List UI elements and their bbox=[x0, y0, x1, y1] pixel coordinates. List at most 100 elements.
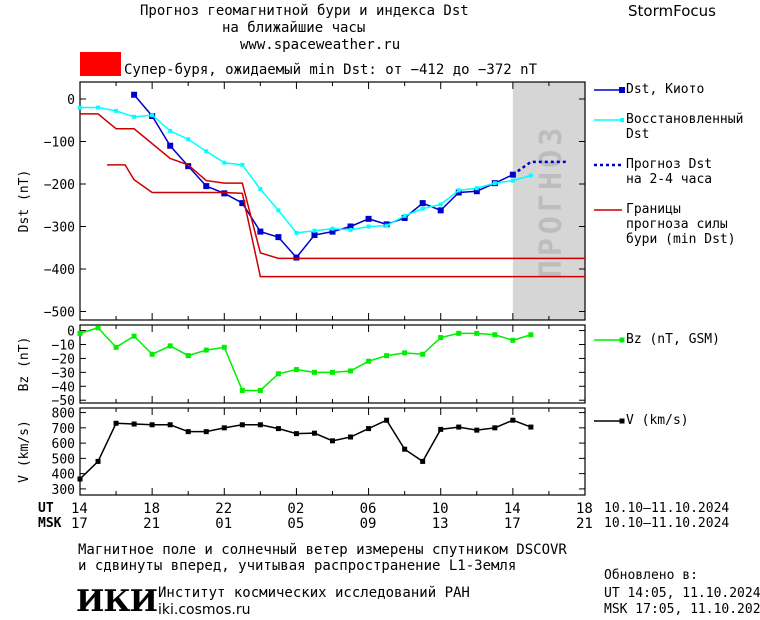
ut-tick-label: 14 bbox=[71, 501, 88, 517]
updated-ut: UT 14:05, 11.10.2024 bbox=[604, 586, 760, 601]
bz-point bbox=[221, 344, 227, 350]
brand-name: StormFocus bbox=[628, 2, 716, 20]
bz-point bbox=[275, 371, 281, 377]
bz-ytick-label: −10 bbox=[52, 339, 75, 354]
msk-date-range: 10.10–11.10.2024 bbox=[604, 516, 730, 531]
storm-banner: Супер-буря, ожидаемый min Dst: от −412 д… bbox=[124, 62, 538, 78]
msk-tick-label: 01 bbox=[215, 516, 233, 532]
v-point bbox=[402, 446, 408, 452]
bz-point bbox=[456, 330, 462, 336]
v-point bbox=[366, 426, 372, 432]
dst-point bbox=[78, 105, 82, 110]
v-point bbox=[95, 458, 101, 464]
legend-bz: Bz (nT, GSM) bbox=[626, 332, 720, 347]
legend-v: V (km/s) bbox=[626, 413, 689, 428]
v-point bbox=[221, 425, 227, 431]
dst-point bbox=[239, 200, 246, 207]
dst-point bbox=[203, 183, 210, 190]
bz-point bbox=[257, 387, 263, 393]
bz-point bbox=[438, 335, 444, 341]
dst-point bbox=[186, 137, 191, 142]
v-ytick-label: 500 bbox=[52, 452, 75, 467]
v-point bbox=[293, 431, 299, 437]
title-line-1: Прогноз геомагнитной бури и индекса Dst bbox=[140, 3, 469, 19]
msk-tick-label: 09 bbox=[359, 516, 377, 532]
v-ytick-label: 700 bbox=[52, 422, 75, 437]
dst-point bbox=[312, 228, 317, 233]
bz-point bbox=[131, 333, 137, 339]
bz-point bbox=[185, 353, 191, 359]
v-point bbox=[311, 430, 317, 436]
ut-tick-label: 22 bbox=[215, 501, 233, 517]
v-ytick-label: 800 bbox=[52, 407, 75, 422]
dst-point bbox=[528, 173, 533, 178]
dst-point bbox=[240, 162, 245, 167]
v-point bbox=[492, 425, 498, 431]
institute-url[interactable]: iki.cosmos.ru bbox=[158, 602, 251, 618]
bz-point bbox=[528, 332, 534, 338]
v-point bbox=[203, 429, 209, 435]
dst-point bbox=[473, 188, 480, 195]
dst-point bbox=[185, 163, 192, 170]
dst-point bbox=[258, 187, 263, 192]
v-point bbox=[185, 429, 191, 435]
dst-point bbox=[221, 190, 228, 197]
dst-point bbox=[420, 206, 425, 211]
dst-point bbox=[438, 202, 443, 207]
dst-point bbox=[132, 114, 137, 119]
msk-tick-label: 17 bbox=[71, 516, 88, 532]
ut-axis-label: UT bbox=[38, 501, 54, 516]
bz-ytick-label: −50 bbox=[52, 394, 75, 409]
ut-tick-label: 14 bbox=[503, 501, 521, 517]
dst-ytick-label: 0 bbox=[67, 93, 75, 108]
legend-forecast-2: на 2-4 часа bbox=[626, 172, 713, 187]
v-point bbox=[528, 424, 534, 430]
dst-point bbox=[347, 223, 354, 230]
ut-tick-label: 10 bbox=[431, 501, 449, 517]
v-point bbox=[275, 426, 281, 432]
dst-point bbox=[330, 226, 335, 231]
msk-tick-label: 21 bbox=[576, 516, 593, 532]
bz-point bbox=[474, 330, 480, 336]
msk-axis-label: MSK bbox=[38, 516, 62, 531]
dst-point bbox=[384, 223, 389, 228]
dst-series-line-2 bbox=[512, 160, 567, 176]
v-point bbox=[384, 417, 390, 423]
legend-dst-swatch-marker bbox=[619, 87, 625, 93]
ut-date-range: 10.10–11.10.2024 bbox=[604, 501, 730, 516]
legend-restored-2: Dst bbox=[626, 127, 650, 142]
v-series-line-0 bbox=[79, 419, 532, 480]
dst-ytick-label: −300 bbox=[44, 221, 75, 236]
dst-point bbox=[510, 178, 515, 183]
dst-point bbox=[455, 189, 462, 196]
dst-point bbox=[311, 232, 318, 238]
dst-series-line-1 bbox=[80, 106, 532, 234]
iki-logo: ИКИ bbox=[76, 584, 158, 619]
dst-ytick-label: −400 bbox=[44, 263, 75, 278]
ut-tick-label: 02 bbox=[287, 501, 305, 517]
dst-point bbox=[131, 91, 138, 98]
dst-point bbox=[402, 213, 407, 218]
dst-point bbox=[474, 186, 479, 191]
bz-panel-frame bbox=[79, 324, 586, 404]
dst-point bbox=[366, 224, 371, 229]
dst-point bbox=[257, 228, 264, 235]
v-point bbox=[420, 458, 426, 464]
bz-point bbox=[167, 343, 173, 349]
msk-tick-label: 21 bbox=[143, 516, 160, 532]
bz-series-line-0 bbox=[79, 326, 532, 392]
title-line-2: на ближайшие часы bbox=[222, 20, 366, 36]
v-point bbox=[149, 422, 155, 428]
v-point bbox=[510, 417, 516, 423]
footer-note-1: Магнитное поле и солнечный ветер измерен… bbox=[78, 542, 567, 558]
dst-point bbox=[276, 208, 281, 213]
bz-ytick-label: −40 bbox=[52, 380, 75, 395]
v-point bbox=[330, 438, 335, 444]
dst-point bbox=[456, 188, 461, 193]
ut-tick-label: 18 bbox=[576, 501, 593, 517]
bz-ytick-label: −20 bbox=[52, 352, 75, 367]
legend-bounds-2: прогноза силы bbox=[626, 217, 728, 232]
site-url[interactable]: www.spaceweather.ru bbox=[240, 37, 401, 53]
dst-point bbox=[168, 128, 173, 133]
dst-point bbox=[437, 207, 444, 214]
